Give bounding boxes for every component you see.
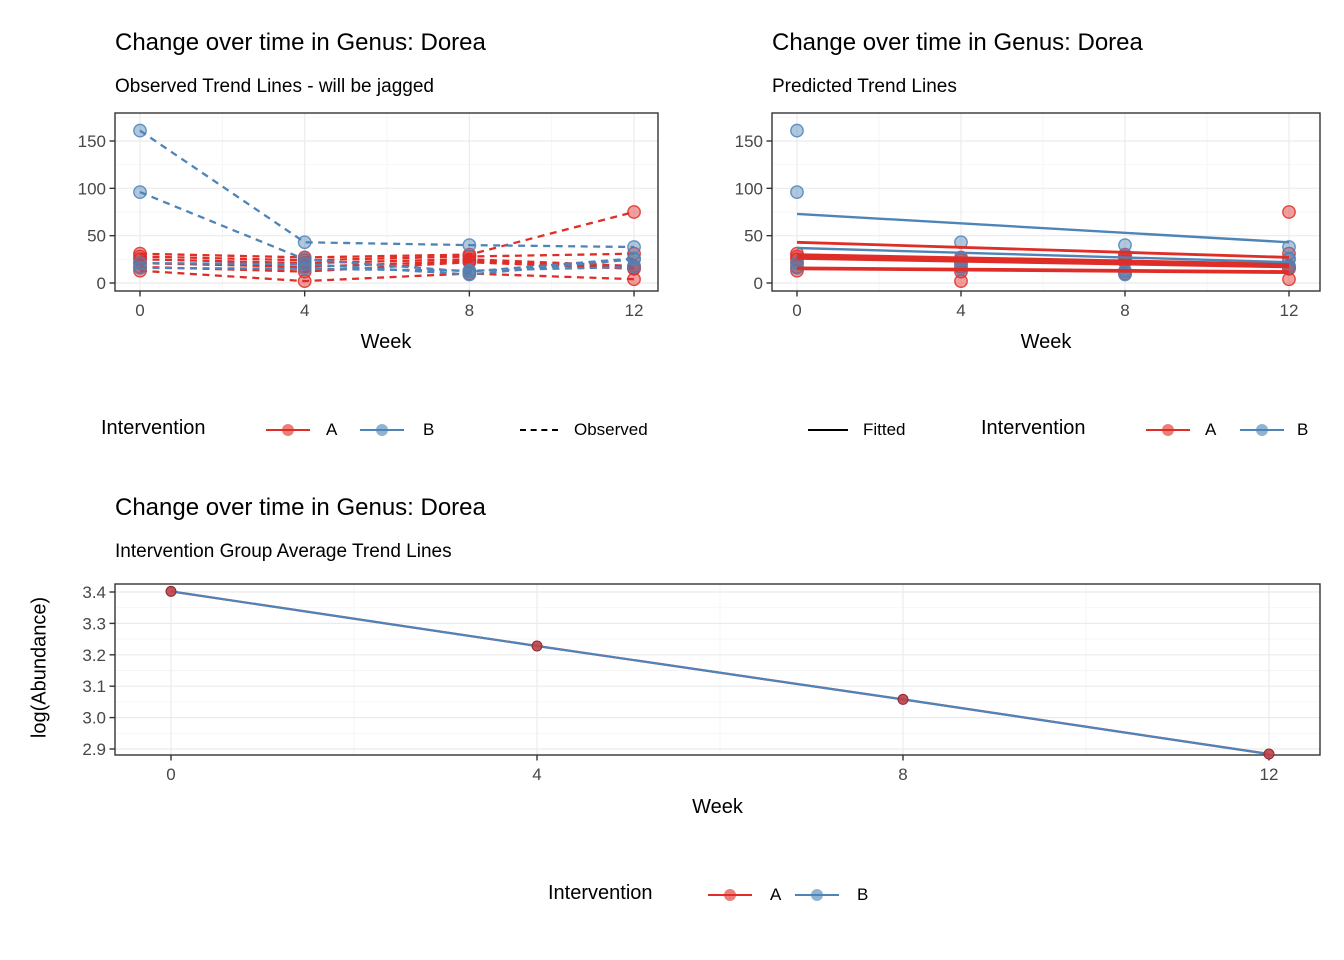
svg-text:0: 0 bbox=[135, 301, 144, 320]
predicted-title: Change over time in Genus: Dorea bbox=[772, 29, 1143, 56]
legend-observed-linetype-icon bbox=[520, 429, 558, 431]
legend-average-key-b-icon bbox=[795, 885, 839, 905]
average-xaxis-title: Week bbox=[692, 796, 743, 818]
svg-text:2.9: 2.9 bbox=[82, 740, 106, 759]
svg-text:12: 12 bbox=[1260, 765, 1279, 784]
legend-average-intervention-title: Intervention bbox=[548, 882, 653, 904]
svg-text:3.4: 3.4 bbox=[82, 583, 106, 602]
legend-fitted-linetype-icon bbox=[808, 429, 848, 431]
legend-predicted-a-label: A bbox=[1205, 420, 1217, 439]
svg-text:12: 12 bbox=[625, 301, 644, 320]
svg-text:4: 4 bbox=[532, 765, 541, 784]
svg-text:0: 0 bbox=[97, 274, 106, 293]
legend-observed-key-b-icon bbox=[360, 420, 404, 440]
legend-observed-intervention-title: Intervention bbox=[101, 417, 206, 439]
observed-subtitle: Observed Trend Lines - will be jagged bbox=[115, 76, 434, 97]
average-title: Change over time in Genus: Dorea bbox=[115, 494, 486, 521]
svg-text:3.1: 3.1 bbox=[82, 677, 106, 696]
svg-text:0: 0 bbox=[166, 765, 175, 784]
svg-text:100: 100 bbox=[78, 179, 106, 198]
svg-text:4: 4 bbox=[956, 301, 965, 320]
legend-observed-label: Observed bbox=[574, 420, 648, 439]
svg-text:3.3: 3.3 bbox=[82, 614, 106, 633]
predicted-xaxis-title: Week bbox=[1020, 331, 1072, 353]
svg-text:8: 8 bbox=[898, 765, 907, 784]
svg-text:3.0: 3.0 bbox=[82, 709, 106, 728]
legend-predicted-key-b-icon bbox=[1240, 420, 1284, 440]
svg-text:150: 150 bbox=[735, 132, 763, 151]
svg-text:8: 8 bbox=[1120, 301, 1129, 320]
svg-text:0: 0 bbox=[792, 301, 801, 320]
legend-predicted-intervention-title: Intervention bbox=[981, 417, 1086, 439]
average-yaxis-title: log(Abundance) bbox=[28, 596, 51, 739]
svg-text:8: 8 bbox=[465, 301, 474, 320]
svg-text:50: 50 bbox=[87, 227, 106, 246]
legend-predicted-key-a-icon bbox=[1146, 420, 1190, 440]
svg-text:50: 50 bbox=[744, 227, 763, 246]
svg-text:0: 0 bbox=[754, 274, 763, 293]
legend-fitted-label: Fitted bbox=[863, 420, 906, 439]
legend-observed-a-label: A bbox=[326, 420, 338, 439]
legend-average-b-label: B bbox=[857, 885, 869, 904]
legend-average-key-a-icon bbox=[708, 885, 752, 905]
legend-observed-key-a-icon bbox=[266, 420, 310, 440]
svg-text:150: 150 bbox=[78, 132, 106, 151]
observed-xaxis-title: Week bbox=[360, 331, 412, 353]
predicted-subtitle: Predicted Trend Lines bbox=[772, 76, 957, 97]
svg-text:12: 12 bbox=[1280, 301, 1299, 320]
legend-predicted-b-label: B bbox=[1297, 420, 1309, 439]
predicted-panel: 0 4 8 12 0 50 100 150 bbox=[735, 112, 1321, 320]
observed-panel: 0 4 8 12 0 50 100 150 bbox=[78, 112, 659, 320]
svg-text:4: 4 bbox=[300, 301, 309, 320]
observed-title: Change over time in Genus: Dorea bbox=[115, 29, 486, 56]
legend-average-a-label: A bbox=[770, 885, 782, 904]
legend-observed-b-label: B bbox=[423, 420, 435, 439]
group-average-panel: 0 4 8 12 2.9 3.0 3.1 3.2 3.3 3.4 bbox=[82, 583, 1321, 784]
average-subtitle: Intervention Group Average Trend Lines bbox=[115, 541, 452, 562]
svg-text:100: 100 bbox=[735, 179, 763, 198]
svg-text:3.2: 3.2 bbox=[82, 646, 106, 665]
